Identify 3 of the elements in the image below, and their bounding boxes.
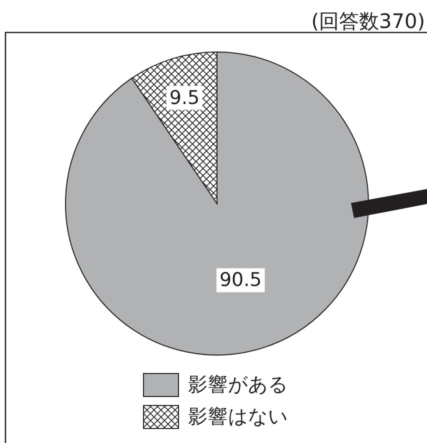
text: (回答数370)	[311, 9, 425, 34]
legend-label: 影響がある	[188, 373, 288, 396]
legend-label: 影響はない	[188, 405, 288, 428]
